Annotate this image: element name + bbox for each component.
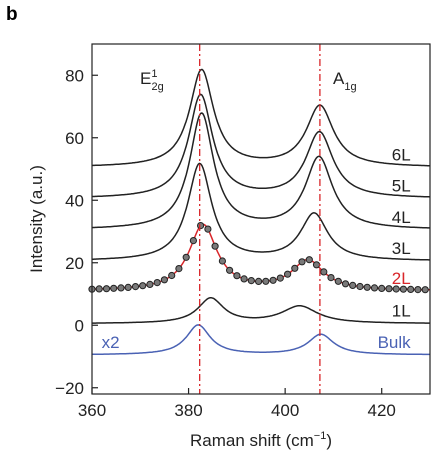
y-tick-label: 20 — [65, 254, 84, 273]
data-point — [269, 276, 277, 284]
data-point — [110, 284, 118, 292]
data-point — [312, 261, 321, 269]
plot-frame — [91, 43, 431, 395]
data-point — [414, 286, 422, 294]
data-point — [218, 257, 226, 265]
data-point — [320, 268, 328, 276]
data-point — [262, 277, 270, 285]
data-point — [421, 286, 429, 294]
data-point — [276, 274, 284, 282]
x-tick-label: 400 — [271, 401, 299, 420]
y-ticks: −20 0 20 40 60 80 — [55, 66, 98, 398]
spectrum-1L — [92, 297, 430, 324]
data-point — [247, 277, 255, 285]
y-tick-label: 60 — [65, 129, 84, 148]
data-point — [305, 256, 313, 264]
peak-label-e2g: E1 2g — [140, 68, 164, 93]
y-tick-label: −20 — [55, 379, 84, 398]
data-point — [168, 271, 176, 280]
data-point — [131, 283, 140, 291]
data-point — [146, 280, 154, 288]
x-axis-label: Raman shift (cm−1) — [190, 430, 332, 450]
series-label-Bulk: Bulk — [378, 333, 412, 352]
series-label-5L: 5L — [392, 177, 411, 196]
data-point — [341, 280, 350, 288]
data-point — [124, 283, 132, 291]
x-ticks: 360 380 400 420 — [78, 388, 396, 420]
scale-label: x2 — [102, 333, 120, 352]
x-tick-label: 360 — [78, 401, 106, 420]
data-point — [334, 277, 342, 285]
data-point — [327, 274, 335, 282]
data-point — [255, 277, 263, 285]
data-point — [385, 285, 393, 293]
data-points-2L — [88, 222, 429, 294]
data-point — [139, 282, 147, 290]
data-point — [399, 285, 407, 293]
data-point — [211, 242, 219, 250]
series-label-6L: 6L — [392, 145, 411, 164]
data-point — [182, 253, 190, 261]
data-point — [284, 270, 292, 278]
series-label-1L: 1L — [392, 302, 411, 321]
spectra — [91, 68, 431, 356]
data-point — [392, 285, 400, 293]
data-point — [160, 276, 168, 284]
data-point — [291, 264, 299, 272]
data-point — [407, 285, 415, 293]
data-point — [102, 285, 111, 293]
reference-lines — [199, 44, 321, 394]
spectrum-5L — [92, 93, 431, 198]
data-point — [356, 282, 364, 291]
y-tick-label: 40 — [65, 191, 84, 210]
spectrum-Bulk — [92, 324, 430, 356]
spectrum-4L — [91, 112, 430, 229]
series-labels: 6L 5L 4L 3L 2L 1L Bulk x2 — [102, 145, 412, 352]
data-point — [349, 281, 357, 289]
data-point — [363, 283, 371, 291]
series-label-4L: 4L — [392, 208, 411, 227]
data-point — [298, 258, 306, 266]
peak-label-a1g: A1g — [333, 69, 357, 93]
data-point — [233, 272, 241, 280]
data-point — [204, 225, 212, 233]
y-tick-label: 0 — [75, 316, 84, 335]
series-label-2L: 2L — [392, 269, 411, 288]
y-tick-label: 80 — [65, 66, 84, 85]
spectrum-6L — [91, 68, 430, 167]
data-point — [240, 275, 248, 283]
x-tick-label: 380 — [174, 401, 202, 420]
data-point — [378, 284, 386, 292]
data-point — [370, 284, 379, 292]
series-label-3L: 3L — [392, 239, 411, 258]
data-point — [117, 284, 125, 292]
data-point — [95, 285, 103, 293]
data-point — [153, 279, 161, 287]
data-point — [226, 266, 234, 274]
data-point — [189, 237, 197, 245]
data-point — [175, 265, 183, 273]
spectrum-3L — [92, 162, 430, 261]
x-tick-label: 420 — [368, 401, 396, 420]
panel-label: b — [6, 4, 18, 25]
data-point — [197, 222, 205, 230]
y-axis-label: Intensity (a.u.) — [27, 165, 46, 273]
